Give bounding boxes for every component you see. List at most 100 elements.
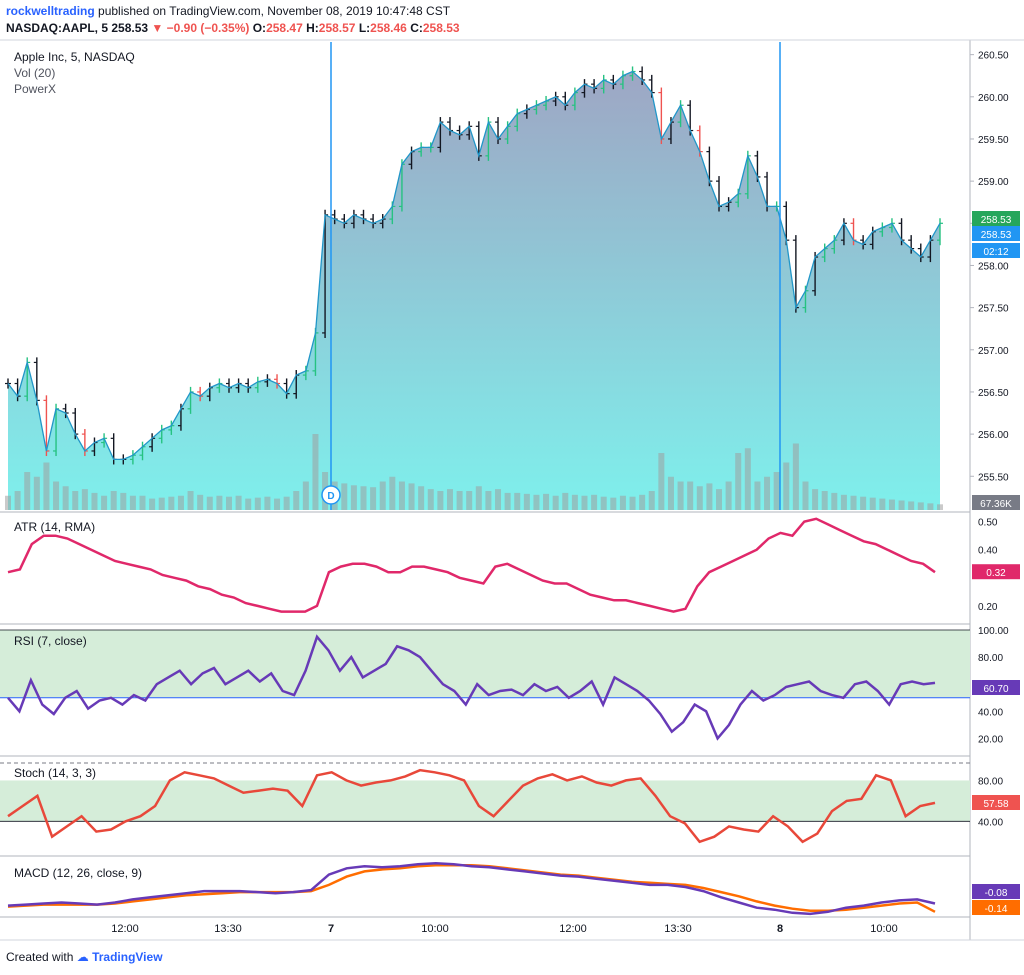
dividend-marker: D	[327, 491, 334, 502]
y-tick-label: 258.00	[978, 261, 1009, 272]
tradingview-brand[interactable]: TradingView	[92, 950, 163, 964]
volume-bar	[552, 495, 559, 510]
study-powerx: PowerX	[14, 82, 56, 96]
ohlc-line: NASDAQ:AAPL, 5 258.53 ▼ −0.90 (−0.35%) O…	[6, 21, 460, 35]
chart-header: rockwelltrading published on TradingView…	[0, 0, 1024, 40]
volume-bar	[264, 496, 271, 510]
created-with-label: Created with	[6, 950, 74, 964]
last-price-badge-bg	[972, 211, 1020, 226]
stoch-tick-label: 40.00	[978, 817, 1003, 828]
volume-bar	[754, 481, 761, 510]
down-triangle-icon: ▼	[151, 21, 164, 35]
atr-last-badge: 0.32	[986, 568, 1006, 579]
stoch-tick-label: 80.00	[978, 776, 1003, 787]
volume-bar	[302, 481, 309, 510]
volume-bar	[917, 502, 924, 510]
volume-bar	[879, 498, 886, 510]
low-label: L:	[358, 21, 371, 35]
volume-bar	[274, 498, 281, 510]
volume-bar	[216, 495, 223, 510]
volume-bar	[869, 497, 876, 510]
volume-bar	[648, 491, 655, 510]
volume-bar	[706, 483, 713, 510]
x-tick-label: 13:30	[664, 923, 692, 935]
ask-badge-bg	[972, 226, 1020, 241]
volume-bar	[62, 486, 69, 510]
stoch-line	[7, 768, 936, 844]
volume-bar	[571, 494, 578, 510]
volume-bar	[629, 496, 636, 510]
volume-bar	[600, 496, 607, 510]
volume-bar	[850, 495, 857, 510]
x-tick-label: 10:00	[870, 923, 898, 935]
signal-last-badge-bg	[972, 900, 1020, 915]
volume-bar	[562, 492, 569, 510]
close-value: 258.53	[422, 21, 460, 35]
volume-bar	[446, 489, 453, 510]
volume-bar	[696, 486, 703, 510]
last-price: 258.53	[111, 21, 149, 35]
volume-bar	[101, 495, 108, 510]
macd-title: MACD (12, 26, close, 9)	[14, 866, 142, 880]
volume-bar	[908, 501, 915, 510]
volume-bar	[581, 495, 588, 510]
volume-bar	[495, 489, 502, 510]
y-tick-label: 256.00	[978, 430, 1009, 441]
y-tick-label: 255.50	[978, 472, 1009, 483]
low-value: 258.46	[370, 21, 407, 35]
rsi-last-badge: 60.70	[983, 684, 1008, 695]
volume-bar	[129, 495, 136, 510]
volume-bar	[43, 462, 50, 510]
volume-bar	[716, 489, 723, 510]
atr-last-badge-bg	[972, 564, 1020, 580]
y-tick-label: 259.50	[978, 135, 1009, 146]
volume-bar	[658, 453, 665, 510]
tradingview-logo-icon: ☁	[76, 950, 89, 964]
volume-bar	[254, 497, 261, 510]
rsi-title: RSI (7, close)	[14, 634, 87, 648]
volume-bar	[456, 491, 463, 510]
volume-badge-bg	[972, 495, 1020, 510]
price-area	[8, 71, 940, 510]
last-price-badge: 258.53	[981, 215, 1012, 226]
volume-bar	[283, 496, 290, 510]
y-tick-label: 257.00	[978, 346, 1009, 357]
x-tick-label: 7	[328, 923, 334, 935]
volume-bar	[360, 486, 367, 510]
volume-bar	[533, 494, 540, 510]
volume-bar	[293, 491, 300, 510]
volume-bar	[312, 434, 319, 510]
volume-bar	[523, 493, 530, 510]
rsi-tick-label: 80.00	[978, 653, 1003, 664]
volume-bar	[840, 494, 847, 510]
volume-bar	[225, 496, 232, 510]
atr-line	[7, 517, 936, 613]
author-link[interactable]: rockwelltrading	[6, 4, 95, 18]
volume-bar	[14, 491, 21, 510]
volume-bar	[687, 481, 694, 510]
rsi-tick-label: 20.00	[978, 734, 1003, 745]
volume-bar	[437, 491, 444, 510]
volume-bar	[177, 495, 184, 510]
rsi-band	[0, 630, 970, 698]
volume-bar	[110, 491, 117, 510]
volume-bar	[667, 476, 674, 510]
atr-title: ATR (14, RMA)	[14, 520, 95, 534]
macd-signal-line	[7, 863, 936, 913]
x-tick-label: 13:30	[214, 923, 242, 935]
chart-canvas[interactable]: D Apple Inc, 5, NASDAQ Vol (20) PowerX 255.5…	[0, 0, 1024, 948]
atr-tick-label: 0.20	[978, 602, 998, 613]
rsi-tick-label: 40.00	[978, 707, 1003, 718]
signal-last-badge: -0.14	[985, 904, 1008, 915]
volume-bar	[764, 476, 771, 510]
volume-bar	[120, 492, 127, 510]
volume-bar	[245, 498, 252, 510]
volume-bar	[5, 495, 11, 510]
rsi-last-badge-bg	[972, 680, 1020, 695]
volume-bar	[504, 492, 511, 510]
volume-bar	[783, 462, 790, 510]
volume-bar	[543, 493, 550, 510]
countdown-badge-bg	[972, 243, 1020, 258]
volume-bar	[398, 481, 405, 510]
y-tick-label: 257.50	[978, 304, 1009, 315]
